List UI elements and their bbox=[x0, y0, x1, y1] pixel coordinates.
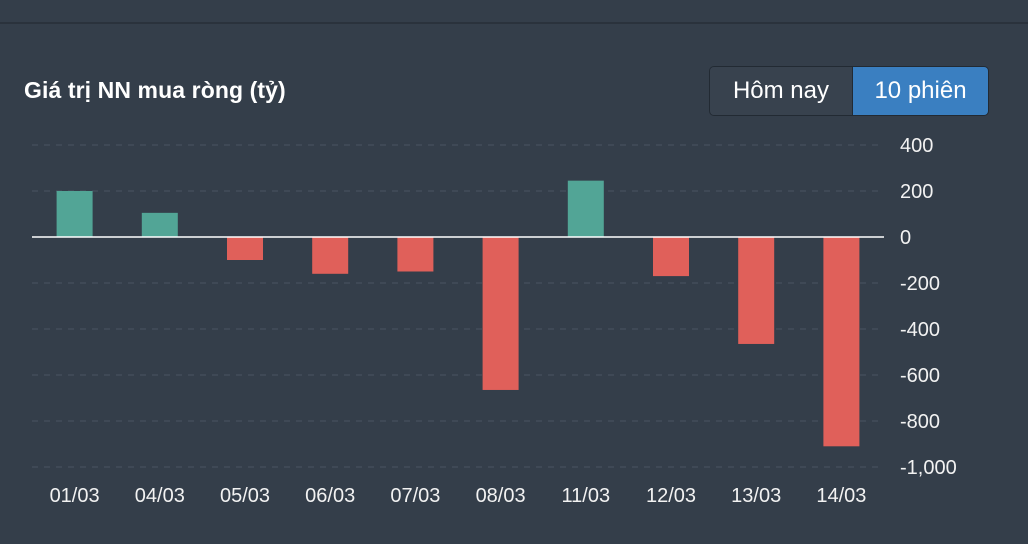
bar-01-03 bbox=[56, 191, 93, 237]
y-tick-label: 0 bbox=[900, 227, 911, 249]
bar-07-03 bbox=[397, 237, 434, 272]
chart-title: Giá trị NN mua ròng (tỷ) bbox=[24, 77, 286, 103]
bar-11-03 bbox=[567, 180, 604, 237]
bar-04-03 bbox=[141, 212, 178, 237]
today-button[interactable]: Hôm nay bbox=[710, 67, 853, 115]
y-tick-label: -600 bbox=[900, 365, 940, 387]
x-tick-label: 04/03 bbox=[135, 485, 185, 507]
y-tick-label: 400 bbox=[900, 135, 933, 157]
y-tick-label: -800 bbox=[900, 411, 940, 433]
bar-06-03 bbox=[312, 237, 349, 274]
x-tick-label: 05/03 bbox=[220, 485, 270, 507]
x-tick-label: 06/03 bbox=[305, 485, 355, 507]
bar-14-03 bbox=[823, 237, 860, 447]
bar-13-03 bbox=[738, 237, 775, 344]
y-tick-label: 200 bbox=[900, 181, 933, 203]
x-tick-label: 14/03 bbox=[816, 485, 866, 507]
y-tick-label: -400 bbox=[900, 319, 940, 341]
bar-08-03 bbox=[482, 237, 519, 390]
top-divider bbox=[0, 22, 1028, 24]
y-tick-label: -1,000 bbox=[900, 457, 957, 479]
x-tick-label: 12/03 bbox=[646, 485, 696, 507]
x-tick-label: 08/03 bbox=[476, 485, 526, 507]
x-tick-label: 11/03 bbox=[562, 485, 611, 507]
x-tick-label: 13/03 bbox=[731, 485, 781, 507]
bar-05-03 bbox=[227, 237, 263, 260]
x-tick-label: 07/03 bbox=[390, 485, 440, 507]
y-tick-label: -200 bbox=[900, 273, 940, 295]
ten-sessions-button[interactable]: 10 phiên bbox=[853, 67, 988, 115]
x-tick-label: 01/03 bbox=[50, 485, 100, 507]
bar-12-03 bbox=[653, 237, 689, 277]
period-toggle: Hôm nay 10 phiên bbox=[709, 66, 989, 116]
